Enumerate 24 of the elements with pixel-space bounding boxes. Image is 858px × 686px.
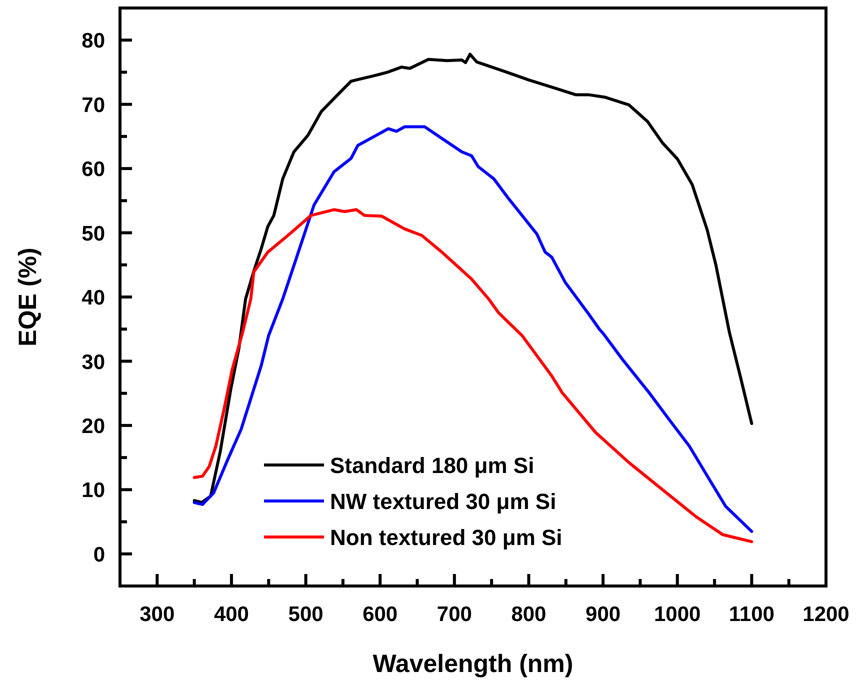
x-tick-label: 900 (586, 603, 621, 626)
y-tick-label: 70 (82, 94, 105, 117)
x-tick-label: 1000 (654, 603, 701, 626)
y-tick-label: 80 (82, 30, 105, 53)
x-tick-label: 700 (436, 603, 472, 626)
x-tick-label: 400 (214, 603, 249, 626)
y-tick-label: 50 (82, 222, 105, 246)
x-tick-label: 500 (288, 603, 324, 626)
y-tick-label: 10 (82, 479, 105, 502)
x-tick-label: 600 (362, 603, 398, 626)
x-tick-label: 300 (140, 603, 175, 626)
y-tick-label: 30 (82, 350, 105, 374)
y-tick-label: 40 (82, 286, 105, 310)
y-tick-label: 60 (82, 158, 105, 182)
y-tick-label: 20 (82, 415, 105, 438)
x-tick-label: 1200 (802, 603, 850, 626)
legend-label: NW textured 30 μm Si (330, 488, 556, 514)
x-axis-title: Wavelength (nm) (372, 650, 574, 678)
y-axis-title: EQE (%) (14, 248, 42, 346)
legend-label: Standard 180 μm Si (330, 452, 534, 478)
x-tick-label: 800 (511, 603, 546, 626)
legend-label: Non textured 30 μm Si (330, 524, 562, 550)
x-tick-label: 1100 (728, 603, 774, 626)
y-tick-label: 0 (93, 543, 105, 566)
